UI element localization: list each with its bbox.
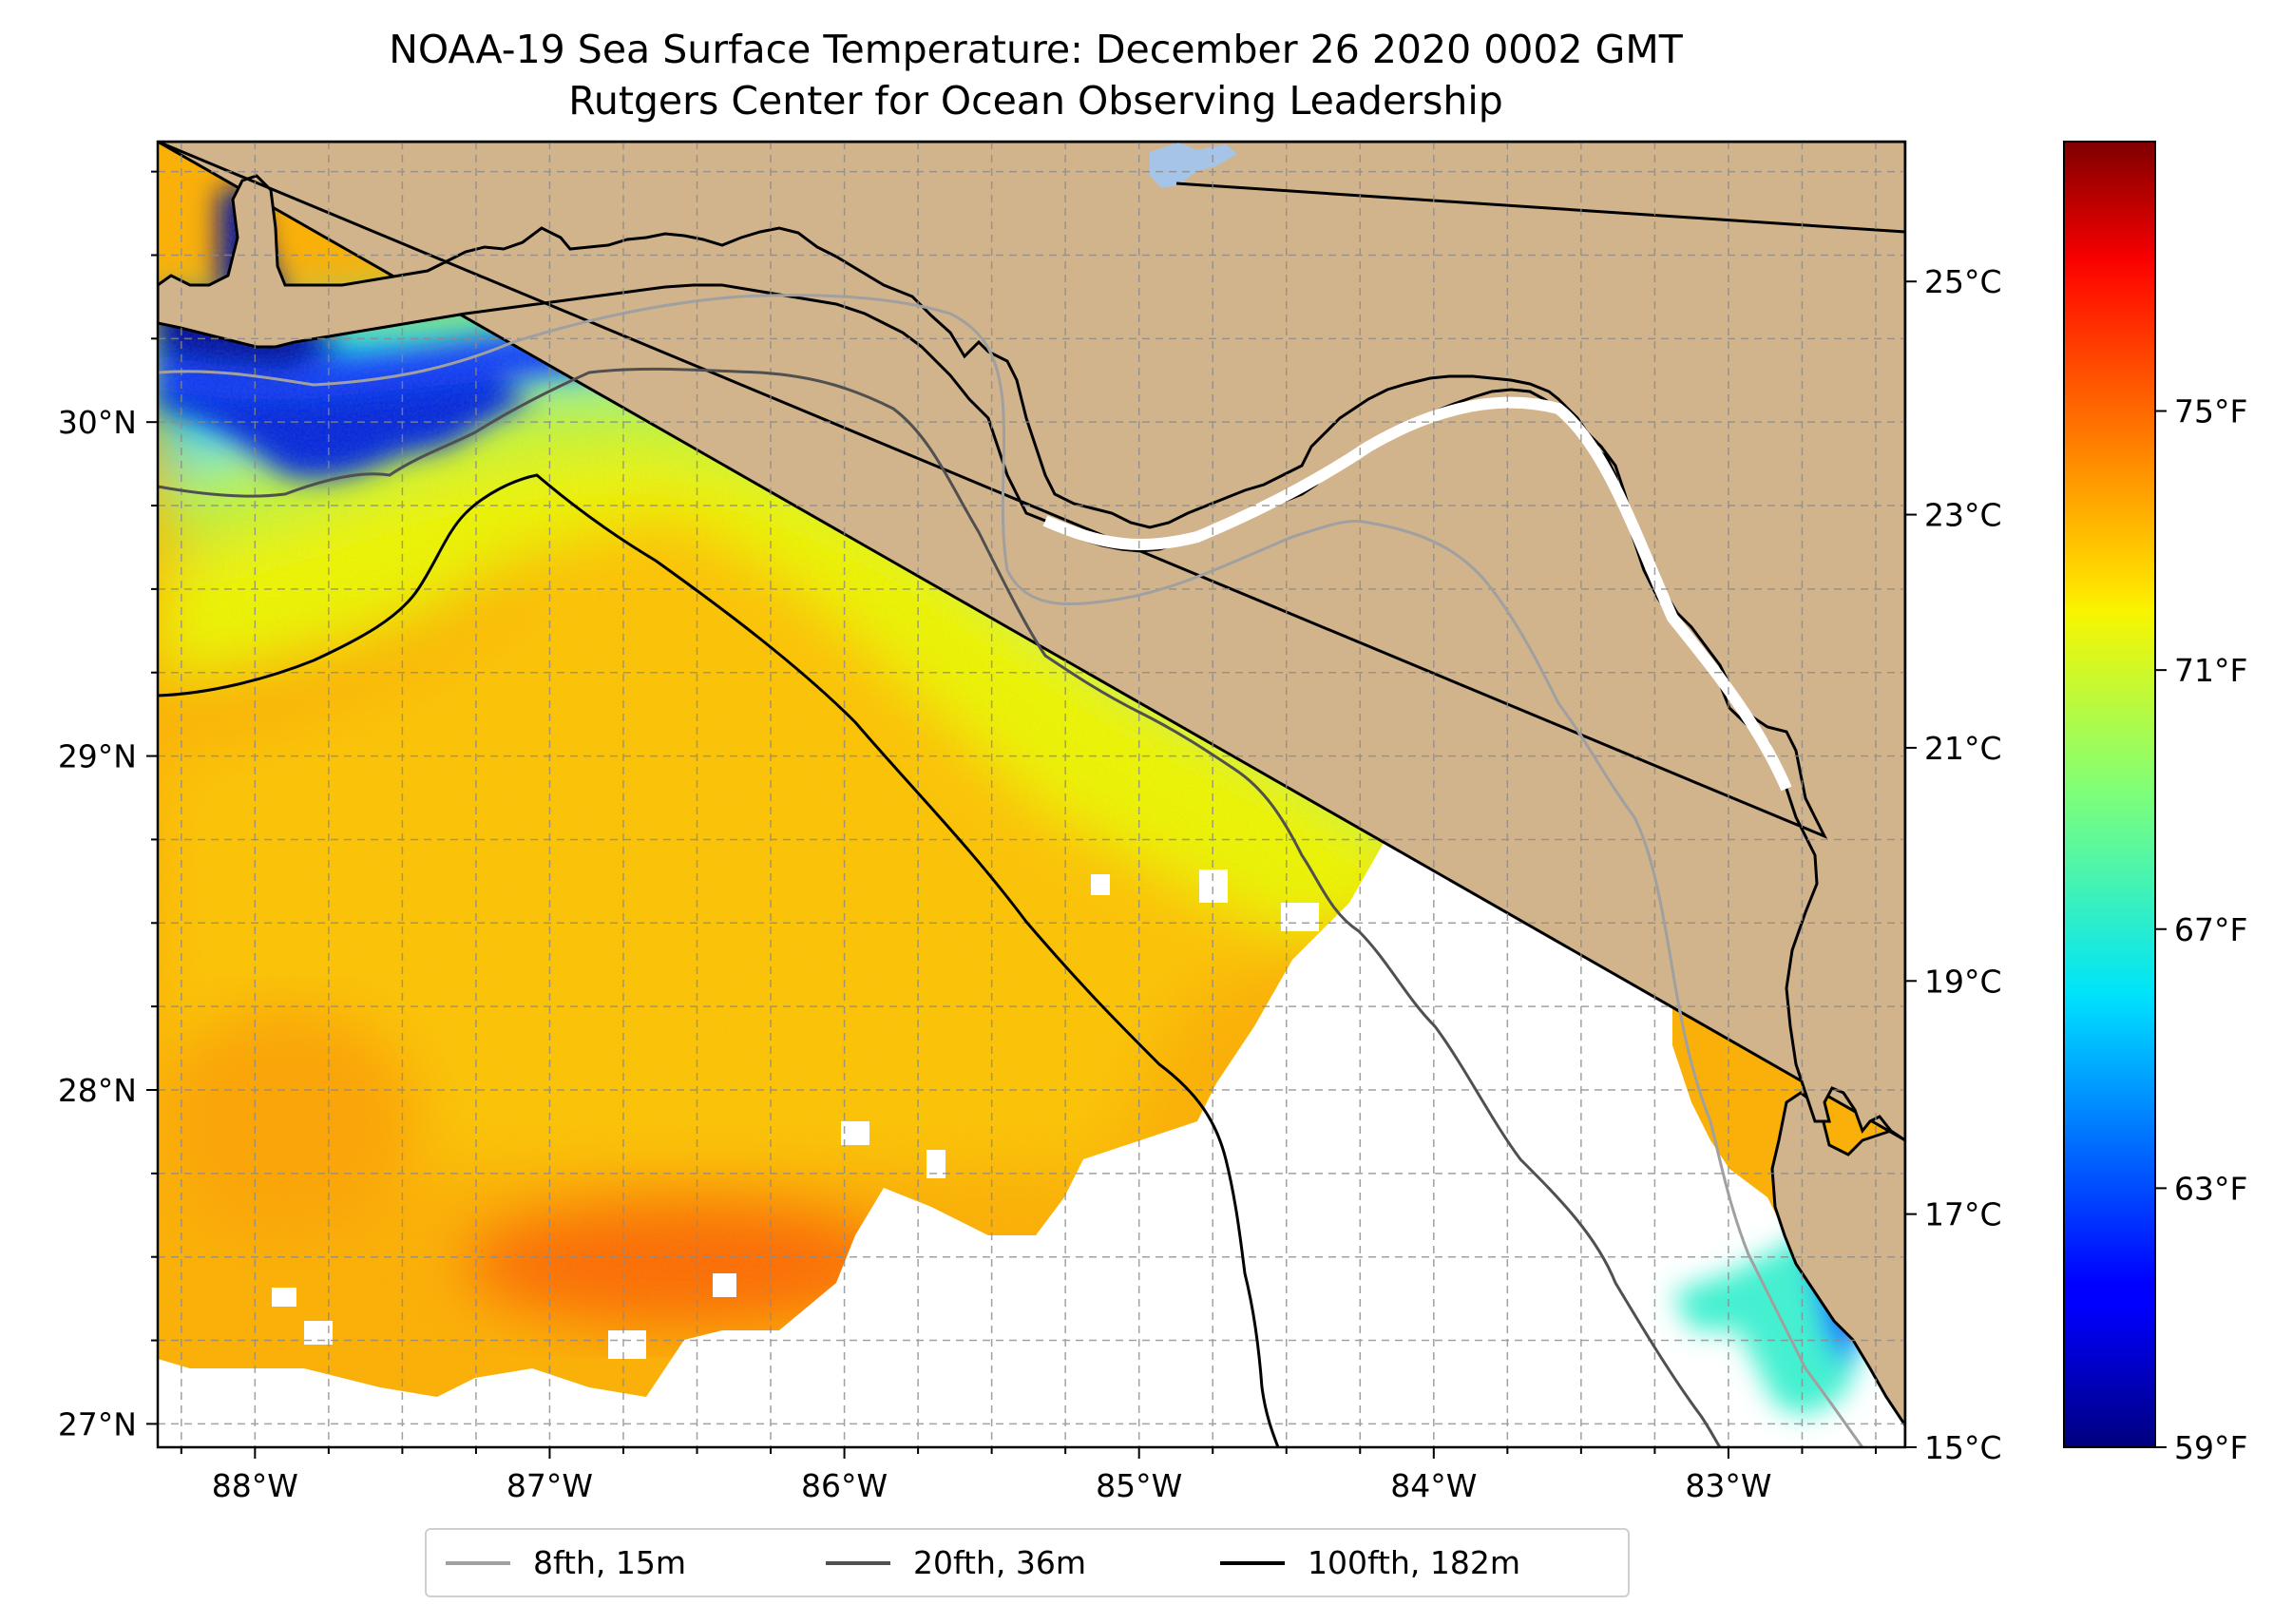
inland-water xyxy=(1150,143,1237,188)
legend-item-100fth: 100fth, 182m xyxy=(1220,1530,1520,1595)
colorbar-ticks: 15°C 17°C 19°C 21°C 23°C 25°C 59°F 63°F 67°F 71°F… xyxy=(1905,263,2247,1466)
x-tick-label: 83°W xyxy=(1685,1467,1771,1504)
legend-item-8fth: 8fth, 15m xyxy=(446,1530,686,1595)
fahrenheit-tick-label: 71°F xyxy=(2174,652,2247,689)
celsius-tick-label: 25°C xyxy=(1924,263,2002,300)
y-tick-label: 29°N xyxy=(58,738,137,775)
fahrenheit-tick-label: 63°F xyxy=(2174,1170,2247,1207)
legend-swatch-20fth xyxy=(826,1560,890,1565)
map-title: NOAA-19 Sea Surface Temperature: Decembe… xyxy=(389,27,1683,72)
isobath-20fth xyxy=(158,367,1722,1447)
legend-item-20fth: 20fth, 36m xyxy=(826,1530,1086,1595)
colorbar xyxy=(2063,141,2156,1448)
x-tick-label: 88°W xyxy=(212,1467,298,1504)
no-data-regions xyxy=(158,817,1905,1447)
axis-ticks: 88°W 87°W 86°W 85°W 84°W 83°W 27°N 28°N 29°N 30°N xyxy=(58,170,1877,1504)
celsius-tick-label: 19°C xyxy=(1924,963,2002,1000)
fahrenheit-tick-label: 59°F xyxy=(2174,1429,2247,1466)
map-area xyxy=(158,142,1905,1447)
isobath-8fth xyxy=(158,294,1864,1447)
gridlines xyxy=(158,142,1905,1447)
fahrenheit-tick-label: 67°F xyxy=(2174,911,2247,948)
legend-swatch-8fth xyxy=(446,1560,510,1565)
x-tick-label: 84°W xyxy=(1390,1467,1477,1504)
y-tick-label: 30°N xyxy=(58,404,137,441)
isobath-100fth xyxy=(158,473,1280,1447)
legend-label-20fth: 20fth, 36m xyxy=(913,1544,1086,1581)
legend-swatch-100fth xyxy=(1220,1560,1285,1565)
celsius-tick-label: 21°C xyxy=(1924,730,2002,767)
y-tick-label: 28°N xyxy=(58,1072,137,1109)
x-tick-label: 85°W xyxy=(1096,1467,1182,1504)
y-tick-label: 27°N xyxy=(58,1405,137,1442)
map-subtitle: Rutgers Center for Ocean Observing Leade… xyxy=(568,78,1503,124)
celsius-tick-label: 15°C xyxy=(1924,1429,2002,1466)
legend-label-8fth: 8fth, 15m xyxy=(533,1544,687,1581)
coastal-no-data-strip xyxy=(1042,396,1792,792)
state-border xyxy=(1175,182,1905,234)
map-frame xyxy=(156,140,1907,1449)
celsius-tick-label: 17°C xyxy=(1924,1196,2002,1233)
celsius-tick-label: 23°C xyxy=(1924,497,2002,534)
x-tick-label: 87°W xyxy=(506,1467,593,1504)
legend-label-100fth: 100fth, 182m xyxy=(1308,1544,1520,1581)
isobath-legend: 8fth, 15m 20fth, 36m 100fth, 182m xyxy=(425,1528,1630,1597)
x-tick-label: 86°W xyxy=(801,1467,888,1504)
fahrenheit-tick-label: 75°F xyxy=(2174,393,2247,430)
